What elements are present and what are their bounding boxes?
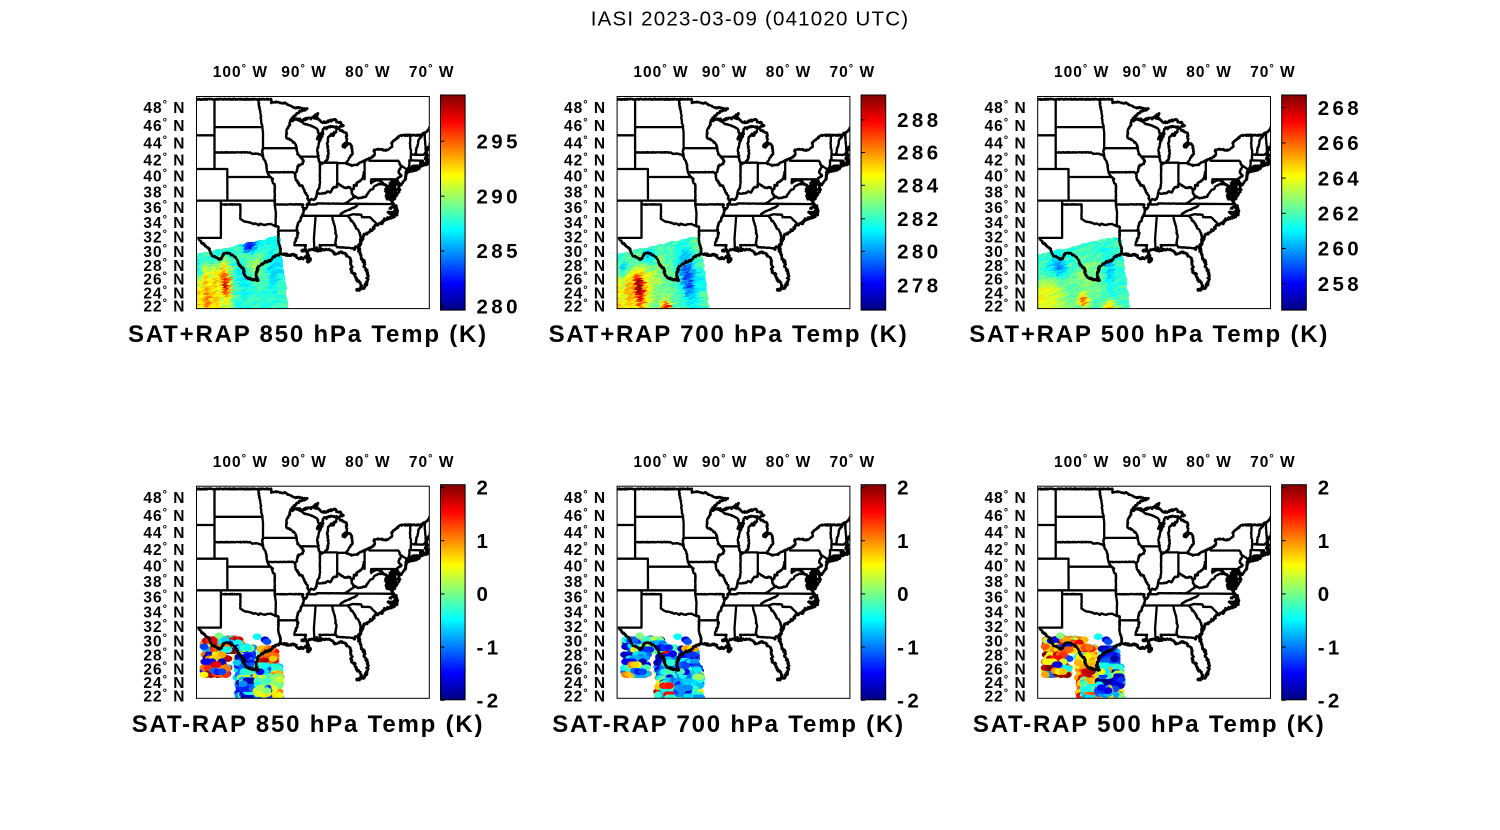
svg-text:2: 2: [1318, 477, 1333, 500]
svg-text:280: 280: [897, 241, 941, 264]
svg-text:-2: -2: [897, 690, 922, 713]
svg-text:1: 1: [897, 530, 912, 553]
svg-text:278: 278: [897, 274, 941, 297]
svg-text:1: 1: [477, 530, 492, 553]
svg-text:0: 0: [1318, 583, 1333, 606]
svg-text:SAT-RAP 700 hPa Temp (K): SAT-RAP 700 hPa Temp (K): [552, 711, 905, 738]
svg-text:-1: -1: [1318, 636, 1343, 659]
svg-text:IASI 2023-03-09 (041020 UTC): IASI 2023-03-09 (041020 UTC): [591, 7, 909, 30]
svg-text:-1: -1: [477, 636, 502, 659]
svg-text:2: 2: [897, 477, 912, 500]
svg-text:1: 1: [1318, 530, 1333, 553]
svg-text:282: 282: [897, 208, 941, 231]
svg-text:288: 288: [897, 109, 941, 132]
svg-text:262: 262: [1318, 203, 1362, 226]
svg-text:286: 286: [897, 142, 941, 165]
svg-text:SAT+RAP 850 hPa Temp (K): SAT+RAP 850 hPa Temp (K): [128, 321, 488, 348]
svg-text:0: 0: [477, 583, 492, 606]
svg-text:258: 258: [1318, 273, 1362, 296]
svg-text:260: 260: [1318, 238, 1362, 261]
svg-text:284: 284: [897, 175, 941, 198]
svg-text:-1: -1: [897, 636, 922, 659]
svg-text:295: 295: [477, 130, 521, 153]
svg-text:SAT+RAP 500 hPa Temp (K): SAT+RAP 500 hPa Temp (K): [969, 321, 1329, 348]
svg-text:SAT-RAP 500 hPa Temp (K): SAT-RAP 500 hPa Temp (K): [973, 711, 1326, 738]
svg-text:285: 285: [477, 240, 521, 263]
svg-text:0: 0: [897, 583, 912, 606]
svg-text:290: 290: [477, 185, 521, 208]
svg-text:264: 264: [1318, 167, 1362, 190]
svg-text:SAT-RAP 850 hPa Temp (K): SAT-RAP 850 hPa Temp (K): [132, 711, 485, 738]
svg-text:-2: -2: [1318, 690, 1343, 713]
svg-text:268: 268: [1318, 97, 1362, 120]
svg-text:266: 266: [1318, 132, 1362, 155]
svg-text:2: 2: [477, 477, 492, 500]
svg-text:280: 280: [477, 295, 521, 318]
svg-text:SAT+RAP 700 hPa Temp (K): SAT+RAP 700 hPa Temp (K): [549, 321, 909, 348]
svg-text:-2: -2: [477, 690, 502, 713]
